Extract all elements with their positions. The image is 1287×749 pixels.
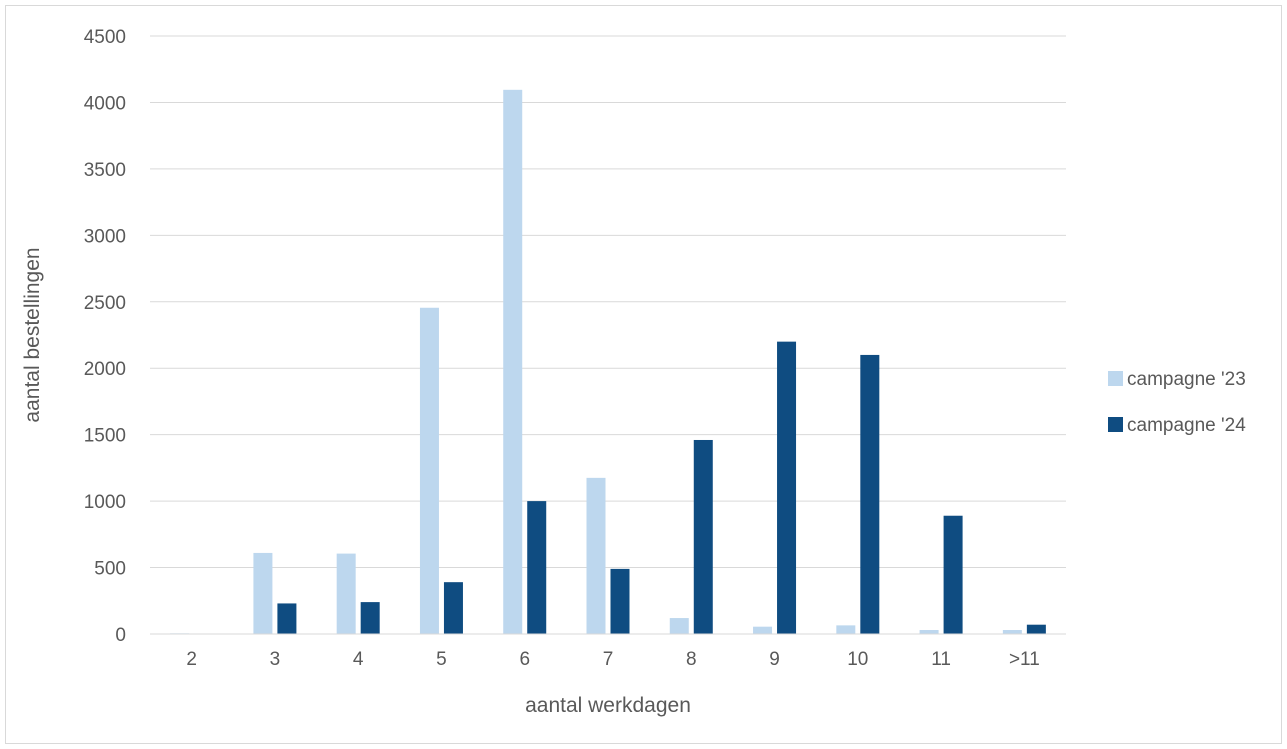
- y-tick-label: 1000: [84, 492, 126, 513]
- bar-series-1: [919, 630, 939, 634]
- bar-series-2: [277, 603, 297, 634]
- x-tick-label: 3: [270, 649, 281, 670]
- legend-swatch: [1108, 371, 1123, 386]
- bar-series-2: [527, 501, 547, 634]
- y-tick-label: 500: [94, 559, 126, 580]
- y-axis-ticks: 0 500 1000 1500 2000 2500 3000 3500 4000 4500: [84, 27, 126, 646]
- legend-label: campagne '24: [1127, 415, 1246, 436]
- bar-series-1: [586, 477, 606, 634]
- bar-series-1: [503, 89, 523, 634]
- legend-swatch: [1108, 417, 1123, 432]
- x-tick-label: 10: [847, 649, 868, 670]
- x-axis-title: aantal werkdagen: [525, 694, 691, 717]
- y-tick-label: 2000: [84, 359, 126, 380]
- x-tick-label: 2: [186, 649, 197, 670]
- bar-series-2: [860, 354, 880, 634]
- bar-series-1: [753, 626, 773, 634]
- x-tick-label: 4: [353, 649, 364, 670]
- bar-series-2: [360, 602, 380, 634]
- chart-frame: [5, 5, 1282, 744]
- bar-series-1: [253, 552, 273, 634]
- bar-series-1: [336, 553, 356, 634]
- x-tick-label: 7: [603, 649, 614, 670]
- bar-series-1: [419, 307, 439, 634]
- y-tick-label: 2500: [84, 293, 126, 314]
- y-tick-label: 4000: [84, 93, 126, 114]
- bar-series-1: [836, 625, 856, 634]
- bar-series-2: [943, 515, 963, 634]
- x-tick-label: 5: [436, 649, 447, 670]
- y-tick-label: 3500: [84, 160, 126, 181]
- bars: [170, 89, 1046, 634]
- x-tick-label: 8: [686, 649, 697, 670]
- bar-series-2: [777, 341, 797, 634]
- bar-series-2: [693, 439, 713, 634]
- legend-label: campagne '23: [1127, 369, 1246, 390]
- bar-series-2: [443, 582, 463, 634]
- y-tick-label: 4500: [84, 27, 126, 48]
- x-tick-label: 6: [519, 649, 530, 670]
- x-tick-label: >11: [1009, 649, 1040, 670]
- x-tick-label: 9: [769, 649, 780, 670]
- bar-series-2: [610, 568, 630, 634]
- x-axis-ticks: 2 3 4 5 6 7 8 9 10 11 >11: [186, 649, 1039, 670]
- gridlines: [150, 35, 1066, 569]
- bar-series-1: [669, 618, 689, 634]
- y-tick-label: 3000: [84, 226, 126, 247]
- bar-series-2: [1026, 624, 1046, 634]
- y-tick-label: 0: [115, 625, 126, 646]
- y-tick-label: 1500: [84, 426, 126, 447]
- x-tick-label: 11: [931, 649, 951, 670]
- y-axis-title: aantal bestellingen: [21, 247, 44, 422]
- legend: campagne '23 campagne '24: [1108, 369, 1246, 436]
- bar-series-1: [1002, 630, 1022, 634]
